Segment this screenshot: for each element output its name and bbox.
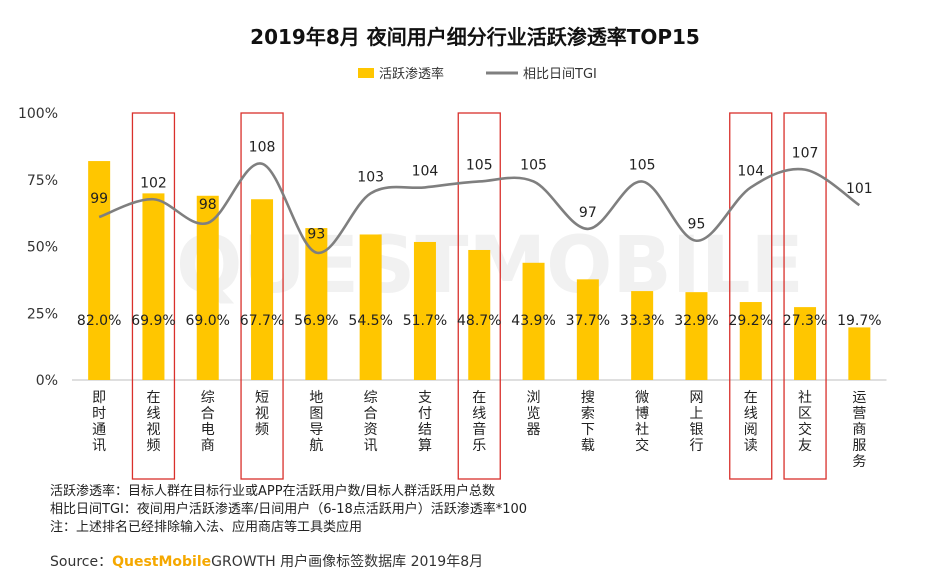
bar	[251, 199, 274, 380]
category-label: 社区交友	[798, 390, 812, 454]
highlight-box	[131, 112, 176, 480]
y-tick-label: 75%	[27, 173, 58, 189]
bar-value-label: 69.0%	[186, 313, 230, 329]
category-label: 搜索下载	[581, 390, 595, 454]
tgi-line-path	[98, 162, 861, 254]
tgi-line	[98, 162, 861, 254]
tgi-value-label: 98	[199, 197, 217, 213]
y-tick-label: 25%	[27, 306, 58, 322]
bar-value-label: 29.2%	[729, 313, 773, 329]
tgi-value-label: 99	[90, 191, 108, 207]
legend-line-label: 相比日间TGI	[523, 67, 597, 82]
tgi-value-label: 101	[846, 181, 873, 197]
category-label: 综合资讯	[364, 390, 378, 454]
category-label: 在线视频	[146, 390, 160, 454]
bar	[794, 307, 817, 380]
category-label: 短视频	[255, 390, 269, 438]
category-label: 浏览器	[527, 390, 541, 438]
bar-value-label: 19.7%	[837, 313, 881, 329]
legend-bar-label: 活跃渗透率	[379, 66, 444, 82]
tgi-value-label: 102	[140, 175, 167, 191]
legend-bar-swatch	[358, 68, 374, 78]
source-line: Source：QuestMobileGROWTH 用户画像标签数据库 2019年…	[50, 551, 483, 571]
tgi-value-label: 97	[579, 205, 597, 221]
x-axis-categories: 即时通讯 在线视频 综合电商 短视频 地图导航 综合资讯 支付结算 在线音乐 浏览器 搜索下载 微博…	[92, 390, 866, 470]
tgi-value-label: 104	[737, 163, 764, 179]
category-label: 地图导航	[309, 390, 323, 454]
tgi-value-label: 104	[412, 163, 439, 179]
bar-value-label: 37.7%	[566, 313, 610, 329]
bar	[522, 262, 545, 380]
highlight-box	[240, 112, 284, 480]
chart-title: 2019年8月 夜间用户细分行业活跃渗透率TOP15	[250, 25, 700, 49]
bar	[739, 302, 762, 380]
legend: 活跃渗透率 相比日间TGI	[358, 66, 597, 82]
tgi-value-label: 95	[688, 217, 706, 233]
category-label: 微博社交	[635, 390, 649, 454]
tgi-value-label: 93	[307, 227, 325, 243]
bar-value-label: 43.9%	[511, 313, 555, 329]
source-brand: QuestMobile	[112, 554, 212, 570]
highlight-box	[783, 112, 827, 480]
highlight-boxes	[131, 112, 827, 480]
data-labels: 82.0% 69.9% 69.0% 67.7% 56.9% 54.5% 51.7% 48.7%…	[77, 140, 882, 329]
bar-value-label: 82.0%	[77, 313, 121, 329]
bar	[359, 234, 382, 380]
category-label: 在线阅读	[744, 390, 758, 454]
bar	[848, 327, 871, 380]
bar	[305, 228, 328, 380]
note-definition-penetration: 活跃渗透率：目标人群在目标行业或APP在活跃用户数/目标人群活跃用户总数	[50, 484, 495, 499]
y-axis: 0% 25% 50% 75% 100%	[18, 106, 887, 389]
tgi-value-label: 108	[249, 140, 276, 156]
highlight-box	[729, 112, 773, 480]
note-exclusion: 注：上述排名已经排除输入法、应用商店等工具类应用	[50, 520, 363, 535]
category-label: 支付结算	[418, 390, 432, 454]
bar	[142, 193, 165, 380]
highlight-box	[457, 112, 501, 480]
bar-value-label: 32.9%	[674, 313, 718, 329]
y-tick-label: 50%	[27, 240, 58, 256]
bar-value-label: 33.3%	[620, 313, 664, 329]
bar	[685, 292, 708, 380]
bars	[88, 161, 871, 380]
tgi-value-label: 105	[629, 157, 656, 173]
bar	[196, 195, 219, 380]
bar	[631, 291, 654, 380]
category-label: 即时通讯	[92, 390, 106, 454]
note-definition-tgi: 相比日间TGI：夜间用户活跃渗透率/日间用户（6-18点活跃用户）活跃渗透率*1…	[50, 502, 528, 517]
tgi-value-label: 103	[357, 169, 384, 185]
bar	[413, 241, 436, 380]
bar-value-label: 48.7%	[457, 313, 501, 329]
bar-value-label: 67.7%	[240, 313, 284, 329]
bar-value-label: 69.9%	[131, 313, 175, 329]
bar-value-label: 51.7%	[403, 313, 447, 329]
tgi-value-label: 107	[792, 146, 819, 162]
notes: 活跃渗透率：目标人群在目标行业或APP在活跃用户数/目标人群活跃用户总数 相比日…	[50, 483, 527, 537]
tgi-value-label: 105	[520, 157, 547, 173]
bar-value-label: 54.5%	[348, 313, 392, 329]
category-label: 网上银行	[689, 390, 703, 454]
bar	[576, 279, 599, 380]
tgi-value-label: 105	[466, 157, 493, 173]
category-label: 在线音乐	[472, 390, 486, 454]
category-label: 运营商服务	[852, 390, 866, 470]
source-text: GROWTH 用户画像标签数据库 2019年8月	[211, 554, 484, 570]
y-tick-label: 100%	[18, 106, 58, 122]
category-label: 综合电商	[201, 390, 215, 454]
bar-value-label: 27.3%	[783, 313, 827, 329]
y-tick-label: 0%	[36, 373, 58, 389]
bar	[468, 249, 491, 380]
source-prefix: Source：	[50, 554, 113, 570]
bar-value-label: 56.9%	[294, 313, 338, 329]
